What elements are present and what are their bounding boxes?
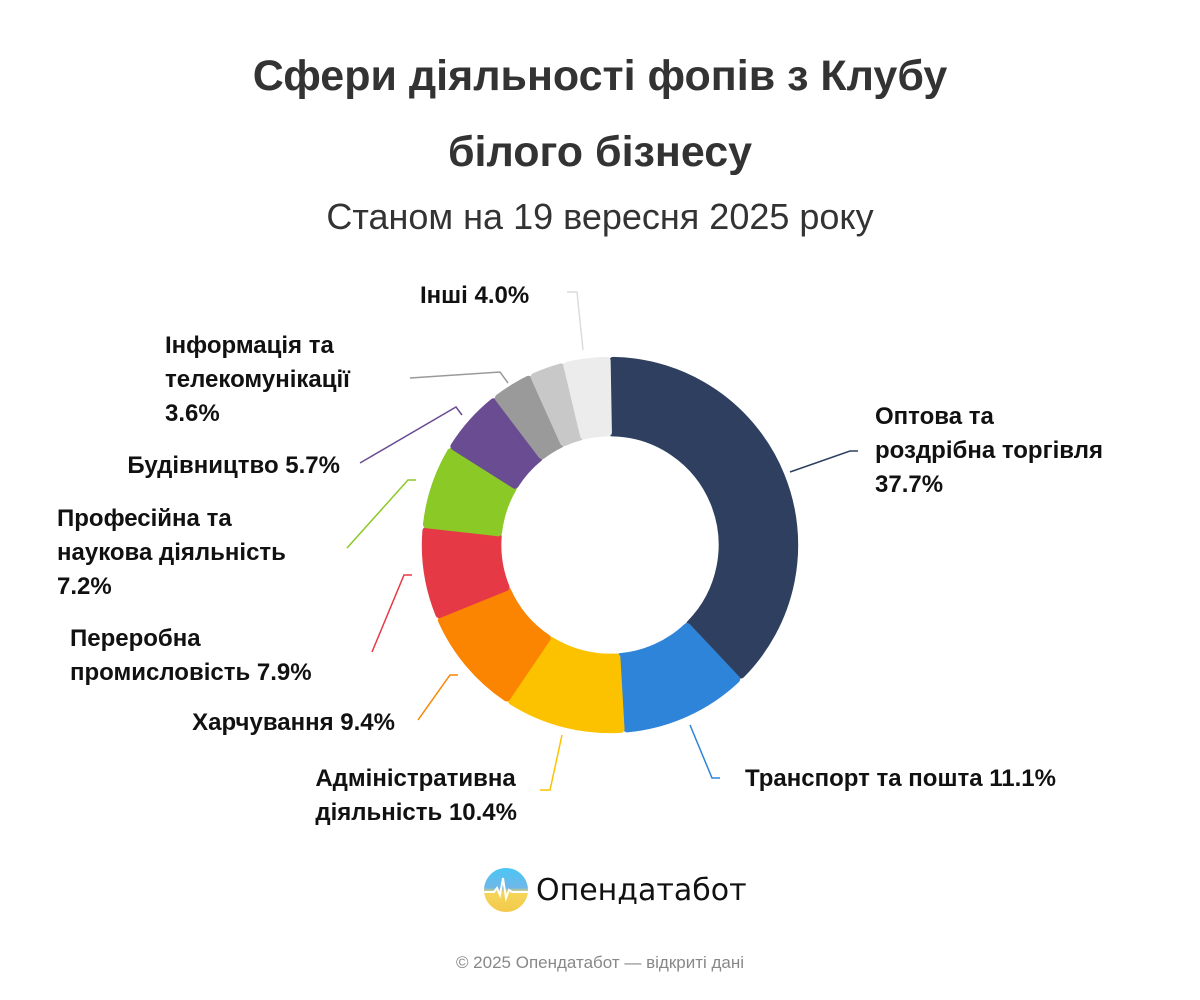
- slice-label-line: промисловість 7.9%: [70, 659, 312, 686]
- slice-1: [616, 623, 741, 733]
- slice-label-4: Переробна промисловість 7.9%: [70, 622, 312, 690]
- slice-label-line: телекомунікації: [165, 366, 350, 393]
- slice-label-line: Професійна та: [57, 505, 232, 532]
- slice-label-line: Транспорт та пошта 11.1%: [745, 765, 1056, 792]
- slice-label-2: Адміністративна діяльність 10.4%: [315, 762, 517, 830]
- slice-label-6: Будівництво 5.7%: [127, 449, 340, 483]
- leader-line-5: [346, 479, 416, 549]
- slice-label-line: наукова діяльність: [57, 539, 286, 566]
- chart-subtitle: Станом на 19 вересня 2025 року: [326, 196, 874, 237]
- slice-7: [494, 375, 565, 460]
- slice-label-line: Інформація та: [165, 332, 334, 359]
- slice-6: [450, 398, 543, 489]
- slice-8: [530, 363, 584, 447]
- slice-label-line: Адміністративна: [315, 765, 516, 792]
- leader-line-2: [540, 734, 563, 791]
- slice-label-line: Інші 4.0%: [420, 282, 530, 309]
- slice-label-line: Харчування 9.4%: [192, 709, 395, 736]
- slice-label-line: 3.6%: [165, 400, 220, 427]
- slice-label-0: Оптова та роздрібна торгівля 37.7%: [875, 400, 1103, 502]
- leader-line-9: [567, 291, 584, 351]
- slice-3: [437, 586, 551, 702]
- slice-9: [563, 356, 612, 440]
- leader-line-4: [371, 574, 412, 653]
- slice-label-line: Оптова та: [875, 403, 994, 430]
- slice-0: [608, 356, 799, 679]
- slice-label-line: діяльність 10.4%: [315, 799, 517, 826]
- slice-label-9: Інші 4.0%: [420, 279, 529, 313]
- footer-copyright: © 2025 Опендатабот — відкриті дані: [455, 953, 745, 972]
- slice-label-line: Переробна: [70, 625, 201, 652]
- slice-4: [421, 526, 510, 619]
- leader-line-0: [789, 450, 858, 473]
- logo-icon: [484, 868, 528, 912]
- slice-label-line: роздрібна торгівля: [875, 437, 1103, 464]
- slice-label-3: Харчування 9.4%: [192, 706, 395, 740]
- slice-label-7: Інформація та телекомунікації 3.6%: [165, 329, 350, 431]
- leader-line-3: [417, 674, 458, 721]
- slice-2: [508, 636, 625, 734]
- slice-label-line: 7.2%: [57, 573, 112, 600]
- slice-label-5: Професійна та наукова діяльність 7.2%: [57, 502, 286, 604]
- leader-line-1: [689, 724, 720, 779]
- slice-label-line: Будівництво 5.7%: [127, 452, 340, 479]
- slice-label-1: Транспорт та пошта 11.1%: [745, 762, 1056, 796]
- slice-label-line: 37.7%: [875, 471, 944, 498]
- chart-title-line-2: білого бізнесу: [447, 128, 753, 176]
- leader-line-6: [359, 406, 463, 464]
- leader-line-7: [409, 371, 509, 384]
- chart-title-line-1: Сфери діяльності фопів з Клубу: [252, 52, 948, 100]
- slice-5: [422, 448, 517, 537]
- brand-logo: Опендатабот: [484, 868, 747, 912]
- brand-name: Опендатабот: [536, 872, 747, 908]
